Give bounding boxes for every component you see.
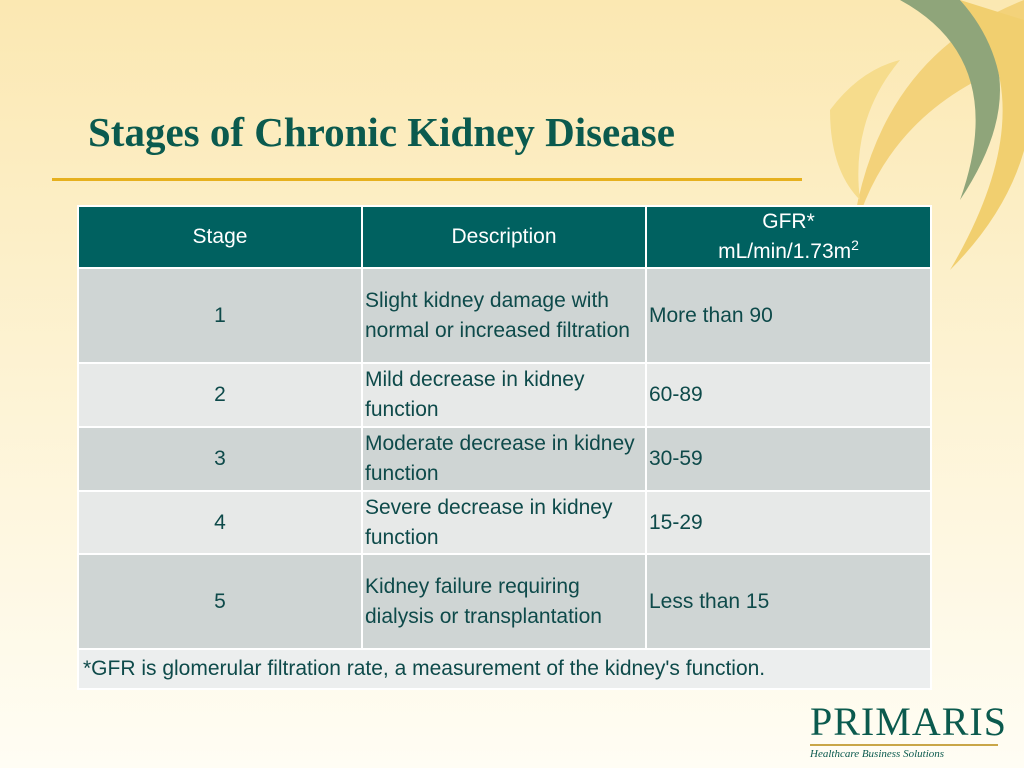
description-cell: Severe decrease in kidney function (361, 490, 647, 555)
gfr-cell: 15-29 (645, 490, 932, 555)
table-row: 1 Slight kidney damage with normal or inc… (77, 267, 932, 364)
gfr-cell: 30-59 (645, 426, 932, 492)
description-cell: Moderate decrease in kidney function (361, 426, 647, 492)
table-row: 5 Kidney failure requiring dialysis or tr… (77, 553, 932, 650)
footnote-row: *GFR is glomerular filtration rate, a me… (77, 648, 932, 690)
header-row: Stage Description GFR* mL/min/1.73m2 (77, 205, 932, 269)
footnote: *GFR is glomerular filtration rate, a me… (77, 648, 932, 690)
description-cell: Kidney failure requiring dialysis or tra… (361, 553, 647, 650)
table-row: 3 Moderate decrease in kidney function 30-… (77, 426, 932, 492)
gfr-cell: Less than 15 (645, 553, 932, 650)
header-sup: 2 (851, 237, 859, 253)
stage-cell: 2 (77, 362, 363, 428)
header-text: mL/min/1.73m (718, 240, 852, 263)
crescent (830, 60, 900, 200)
logo-rule (810, 744, 998, 746)
header-cell: GFR* mL/min/1.73m2 (645, 205, 932, 269)
stage-cell: 3 (77, 426, 363, 492)
stage-cell: 5 (77, 553, 363, 650)
description-cell: Slight kidney damage with normal or incr… (361, 267, 647, 364)
stage-cell: 1 (77, 267, 363, 364)
logo: PRIMARIS Healthcare Business Solutions (810, 700, 1007, 760)
title: Stages of Chronic Kidney Disease (88, 109, 675, 155)
header-cell: Description (361, 205, 647, 269)
table-row: 4 Severe decrease in kidney function 15-29 (77, 490, 932, 555)
stage-cell: 4 (77, 490, 363, 555)
table-row: 2 Mild decrease in kidney function 60-89 (77, 362, 932, 428)
gfr-cell: More than 90 (645, 267, 932, 364)
decoration (830, 0, 1024, 270)
table: Stage Description GFR* mL/min/1.73m2 1 Sli… (77, 205, 932, 690)
crescent (950, 0, 1024, 270)
title-rule (52, 178, 802, 181)
gfr-cell: 60-89 (645, 362, 932, 428)
description-cell: Mild decrease in kidney function (361, 362, 647, 428)
header-cell: Stage (77, 205, 363, 269)
logo-tagline: Healthcare Business Solutions (810, 748, 945, 760)
header-text: GFR* (762, 210, 815, 233)
logo-name: PRIMARIS (810, 699, 1007, 744)
crescent (900, 0, 1000, 200)
table-body: 1 Slight kidney damage with normal or inc… (77, 267, 932, 690)
